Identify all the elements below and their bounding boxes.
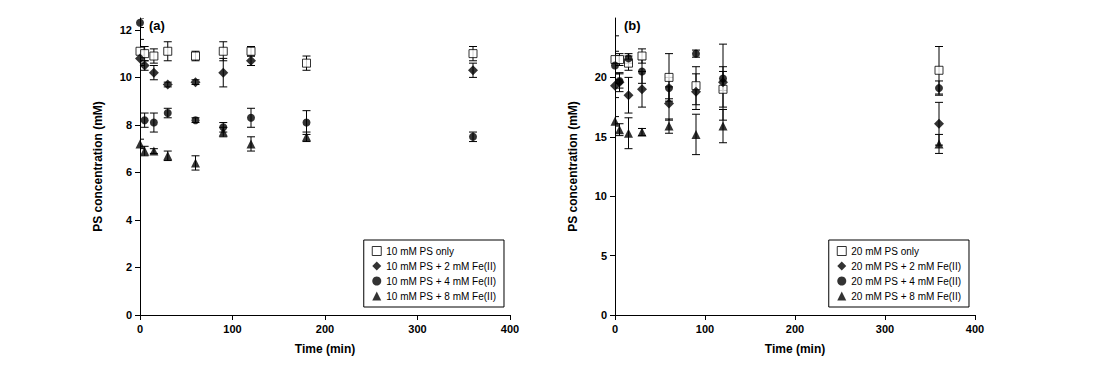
svg-text:400: 400 (966, 323, 984, 335)
svg-text:2: 2 (126, 261, 132, 273)
svg-text:300: 300 (876, 323, 894, 335)
svg-text:200: 200 (316, 323, 334, 335)
svg-text:Time (min): Time (min) (765, 342, 825, 356)
svg-text:20 mM PS + 4 mM Fe(II): 20 mM PS + 4 mM Fe(II) (851, 276, 961, 287)
svg-text:(a): (a) (149, 18, 165, 33)
svg-text:10: 10 (595, 190, 607, 202)
svg-text:10 mM PS + 4 mM Fe(II): 10 mM PS + 4 mM Fe(II) (386, 276, 496, 287)
svg-text:20 mM PS + 8 mM Fe(II): 20 mM PS + 8 mM Fe(II) (851, 291, 961, 302)
svg-text:100: 100 (223, 323, 241, 335)
svg-text:0: 0 (601, 309, 607, 321)
svg-text:0: 0 (137, 323, 143, 335)
svg-text:5: 5 (601, 250, 607, 262)
svg-text:10 mM PS + 2 mM Fe(II): 10 mM PS + 2 mM Fe(II) (386, 261, 496, 272)
svg-text:100: 100 (696, 323, 714, 335)
svg-text:0: 0 (126, 309, 132, 321)
svg-text:8: 8 (126, 119, 132, 131)
svg-text:20 mM PS + 2 mM Fe(II): 20 mM PS + 2 mM Fe(II) (851, 261, 961, 272)
svg-text:200: 200 (786, 323, 804, 335)
svg-text:300: 300 (408, 323, 426, 335)
svg-text:Time (min): Time (min) (295, 342, 355, 356)
svg-text:10: 10 (120, 71, 132, 83)
svg-text:6: 6 (126, 166, 132, 178)
svg-text:10 mM PS only: 10 mM PS only (386, 246, 454, 257)
svg-text:20: 20 (595, 71, 607, 83)
svg-text:20 mM PS only: 20 mM PS only (851, 246, 919, 257)
svg-text:400: 400 (501, 323, 519, 335)
svg-text:0: 0 (612, 323, 618, 335)
svg-text:PS concentration (mM): PS concentration (mM) (91, 101, 105, 232)
svg-text:(b): (b) (624, 18, 641, 33)
svg-text:PS concentration (mM): PS concentration (mM) (566, 101, 580, 232)
svg-text:10 mM PS + 8 mM Fe(II): 10 mM PS + 8 mM Fe(II) (386, 291, 496, 302)
svg-text:12: 12 (120, 24, 132, 36)
svg-text:15: 15 (595, 131, 607, 143)
svg-text:4: 4 (126, 214, 133, 226)
